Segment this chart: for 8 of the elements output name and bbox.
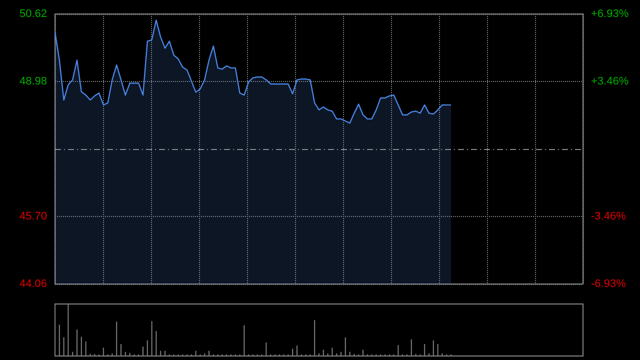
y2-tick-label: -6.93% xyxy=(591,278,626,290)
y2-tick-label: +6.93% xyxy=(591,8,629,20)
y-tick-label: 44.06 xyxy=(19,278,47,290)
y2-tick-label: -3.46% xyxy=(591,210,626,222)
y2-tick-label: +3.46% xyxy=(591,76,629,88)
y-tick-label: 45.70 xyxy=(19,210,47,222)
y-tick-label: 50.62 xyxy=(19,8,47,20)
y-tick-label: 48.98 xyxy=(19,76,47,88)
